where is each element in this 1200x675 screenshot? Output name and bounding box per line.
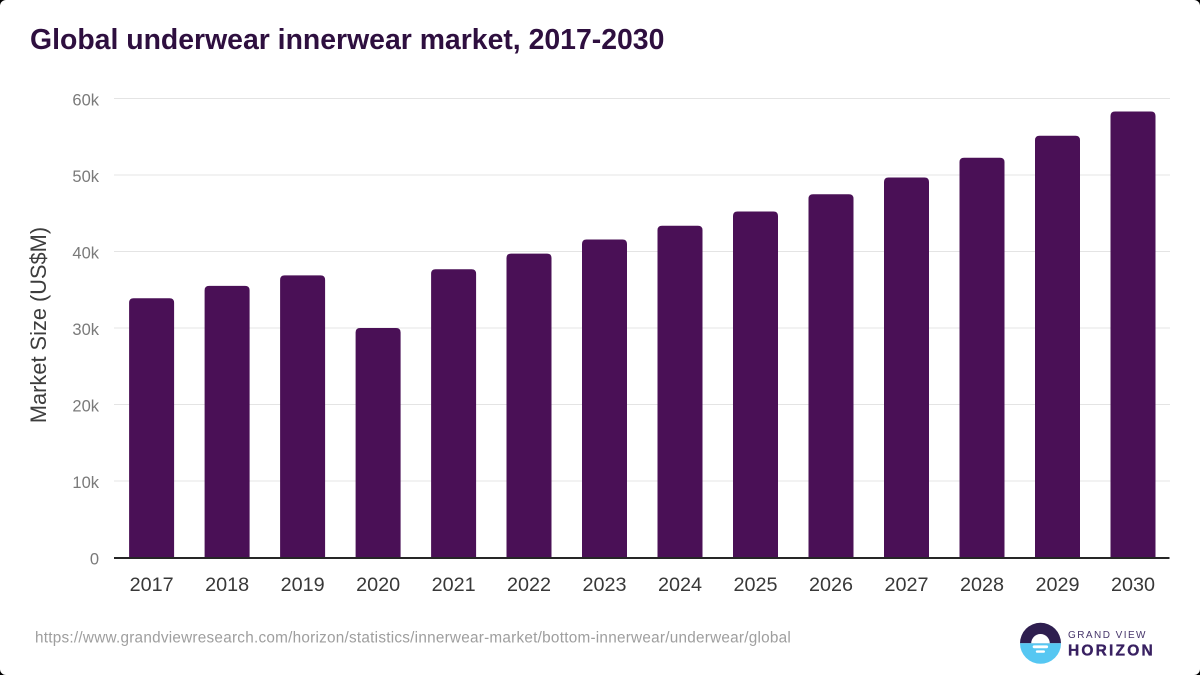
svg-text:30k: 30k <box>72 321 99 339</box>
svg-text:20k: 20k <box>72 398 99 416</box>
svg-text:Market Size (US$M): Market Size (US$M) <box>26 227 51 423</box>
svg-text:2023: 2023 <box>582 574 626 596</box>
svg-text:2020: 2020 <box>356 574 400 596</box>
svg-text:HORIZON: HORIZON <box>1068 642 1155 659</box>
svg-text:2018: 2018 <box>205 574 249 596</box>
svg-text:2026: 2026 <box>809 574 853 596</box>
svg-text:2021: 2021 <box>432 574 476 596</box>
svg-text:2024: 2024 <box>658 574 702 596</box>
svg-text:0: 0 <box>90 551 99 569</box>
svg-text:2025: 2025 <box>733 574 777 596</box>
svg-text:60k: 60k <box>72 92 99 110</box>
svg-text:40k: 40k <box>72 245 99 263</box>
svg-text:2022: 2022 <box>507 574 551 596</box>
svg-text:GRAND VIEW: GRAND VIEW <box>1068 630 1147 641</box>
svg-text:2030: 2030 <box>1111 574 1155 596</box>
svg-text:2027: 2027 <box>884 574 928 596</box>
svg-text:2019: 2019 <box>281 574 325 596</box>
svg-text:2029: 2029 <box>1035 574 1079 596</box>
svg-text:10k: 10k <box>72 474 99 492</box>
svg-text:2028: 2028 <box>960 574 1004 596</box>
svg-text:50k: 50k <box>72 168 99 186</box>
svg-text:Global underwear innerwear mar: Global underwear innerwear market, 2017-… <box>30 24 664 56</box>
svg-text:2017: 2017 <box>130 574 174 596</box>
svg-text:https://www.grandviewresearch.: https://www.grandviewresearch.com/horizo… <box>35 630 791 647</box>
